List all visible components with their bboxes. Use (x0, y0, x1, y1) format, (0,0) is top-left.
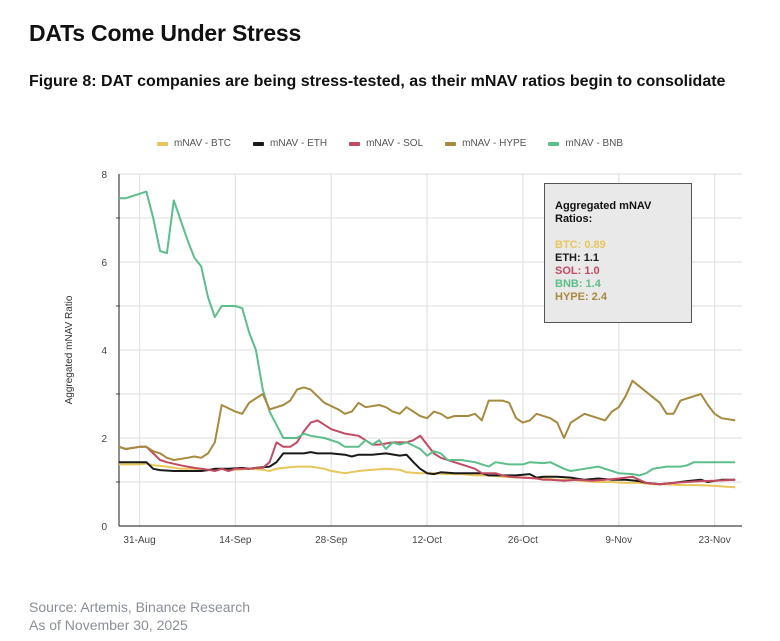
legend-swatch-eth (253, 141, 265, 146)
y-tick-label: 0 (101, 522, 107, 533)
x-tick-label: 9-Nov (605, 535, 632, 546)
legend-item-hype: mNAV - HYPE (445, 138, 526, 149)
annotation-line-hype: HYPE: 2.4 (555, 291, 607, 303)
y-tick-label: 8 (101, 170, 107, 181)
y-tick-label: 6 (101, 258, 107, 269)
annotation-line-btc: BTC: 0.89 (555, 239, 606, 251)
as-of-date: As of November 30, 2025 (29, 617, 188, 633)
x-tick-label: 28-Sep (315, 535, 348, 546)
series-line-sol (118, 419, 736, 486)
annotation-title: Aggregated mNAV Ratios: (555, 200, 652, 225)
chart-legend: mNAV - BTC mNAV - ETH mNAV - SOL mNAV - … (0, 138, 780, 149)
legend-label-btc: mNAV - BTC (173, 138, 232, 149)
x-tick-label: 12-Oct (412, 535, 442, 546)
x-tick-label: 14-Sep (219, 535, 252, 546)
page-title: DATs Come Under Stress (29, 20, 302, 46)
legend-item-btc: mNAV - BTC (156, 138, 232, 149)
legend-swatch-bnb (548, 141, 560, 146)
annotation-line-sol: SOL: 1.0 (555, 265, 600, 277)
legend-label-bnb: mNAV - BNB (565, 138, 624, 149)
legend-item-sol: mNAV - SOL (349, 138, 423, 149)
x-tick-label: 23-Nov (698, 535, 730, 546)
legend-item-eth: mNAV - ETH (253, 138, 327, 149)
legend-swatch-btc (156, 141, 168, 146)
chart-axes (116, 174, 742, 527)
y-tick-label: 2 (101, 434, 107, 445)
series-line-bnb (119, 190, 736, 477)
legend-swatch-hype (445, 141, 457, 146)
series-line-hype (118, 379, 736, 461)
x-tick-label: 26-Oct (508, 535, 538, 546)
source-text: Source: Artemis, Binance Research (29, 599, 250, 615)
legend-label-eth: mNAV - ETH (270, 138, 328, 149)
x-tick-label: 31-Aug (123, 535, 155, 546)
legend-label-sol: mNAV - SOL (366, 138, 424, 149)
annotation-box: Aggregated mNAV Ratios: BTC: 0.89 ETH: 1… (544, 183, 692, 323)
legend-item-bnb: mNAV - BNB (548, 138, 623, 149)
annotation-line-bnb: BNB: 1.4 (555, 278, 601, 290)
y-axis-label: Aggregated mNAV Ratio (64, 295, 75, 404)
chart-labels: 0 2 4 6 8 31-Aug 14-Sep 28-Sep 12-Oct 26-Oct 9-Nov… (64, 170, 731, 546)
figure-title: Figure 8: DAT companies are being stress… (29, 73, 726, 90)
y-tick-label: 4 (101, 346, 107, 357)
annotation-line-eth: ETH: 1.1 (555, 252, 600, 264)
legend-swatch-sol (349, 141, 361, 146)
chart-lines (118, 190, 736, 489)
legend-label-hype: mNAV - HYPE (462, 138, 527, 149)
source-note: Source: Artemis, Binance Research As of … (29, 598, 250, 634)
